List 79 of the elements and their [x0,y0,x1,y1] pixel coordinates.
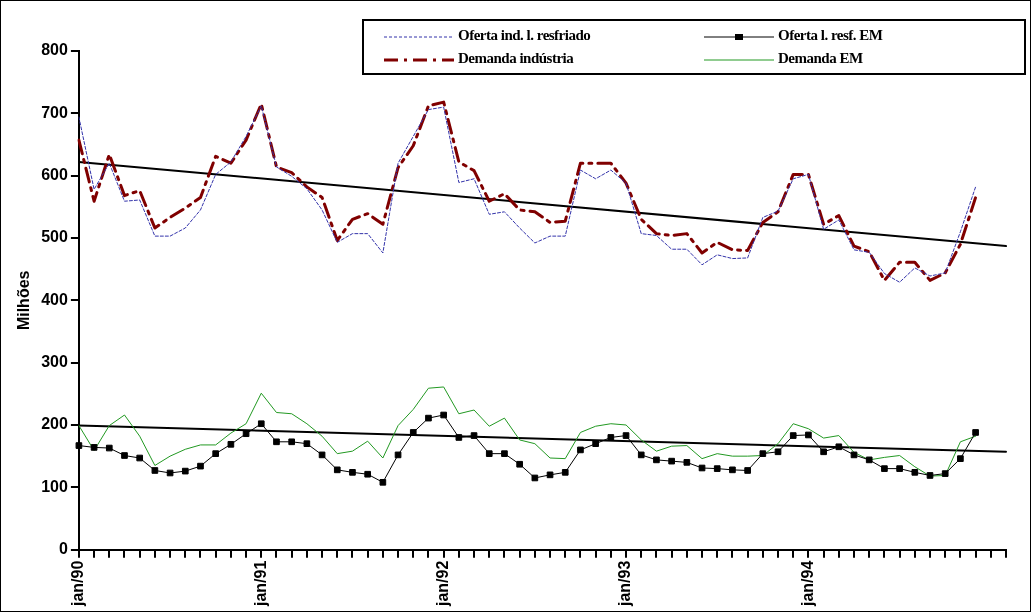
point [622,432,630,439]
y-tick-label: 200 [41,415,68,433]
point [136,454,144,462]
point [957,455,964,462]
point [561,469,569,476]
y-tick-label: 500 [41,228,68,246]
point [121,452,128,459]
point [470,432,478,439]
point [546,471,554,479]
x-tick-label: jan/92 [434,560,452,607]
point [653,456,660,464]
x-tick-label: jan/94 [798,560,816,607]
point [151,467,159,474]
point [774,448,782,456]
point [911,469,919,476]
point [941,470,949,477]
point [835,443,843,451]
point [333,466,341,474]
point [531,474,539,482]
point [364,470,371,478]
point [820,448,827,456]
point [197,462,204,470]
point [181,467,189,475]
point [759,450,767,457]
legend-label: Oferta ind. l. resfriado [458,27,591,43]
y-tick-label: 700 [41,103,68,121]
y-tick-label: 100 [41,477,68,495]
point [516,460,523,468]
point [90,444,98,451]
point [713,465,721,472]
legend-label: Demanda EM [778,50,863,66]
y-tick-label: 400 [41,290,68,308]
point [303,440,311,448]
point [379,479,387,486]
point [455,434,463,441]
y-tick-label: 800 [41,41,68,59]
x-tick-label: jan/90 [69,560,87,607]
point [288,438,295,446]
point [789,432,797,439]
point [881,465,888,472]
legend-label: Oferta l. resf. EM [778,27,883,43]
y-tick-label: 300 [41,353,68,371]
point [501,450,508,457]
x-tick-label: jan/91 [251,560,269,607]
point [349,469,356,476]
point [805,431,812,439]
point [637,451,645,459]
point [865,456,873,464]
point [75,442,83,449]
point [607,434,615,441]
point [698,464,706,472]
point [850,451,858,459]
legend-label: Demanda indústria [458,50,574,66]
point [668,457,675,465]
point [212,450,220,457]
point [242,430,250,438]
point [592,440,599,448]
point [577,446,584,454]
point [729,466,736,474]
point [318,451,326,459]
point [972,429,979,436]
point [485,450,493,457]
y-tick-label: 600 [41,166,68,184]
point [166,469,174,477]
y-axis-title: Milhões [15,270,33,331]
y-tick-label: 0 [58,540,68,558]
point [683,459,691,466]
point [394,451,402,459]
point [257,420,265,428]
point [926,472,934,479]
point [744,467,751,474]
point [105,444,113,452]
point [896,465,903,472]
point [425,414,432,422]
point [273,438,280,446]
point [227,440,235,448]
point [409,429,417,436]
x-tick-label: jan/93 [616,560,634,607]
point [440,411,447,419]
